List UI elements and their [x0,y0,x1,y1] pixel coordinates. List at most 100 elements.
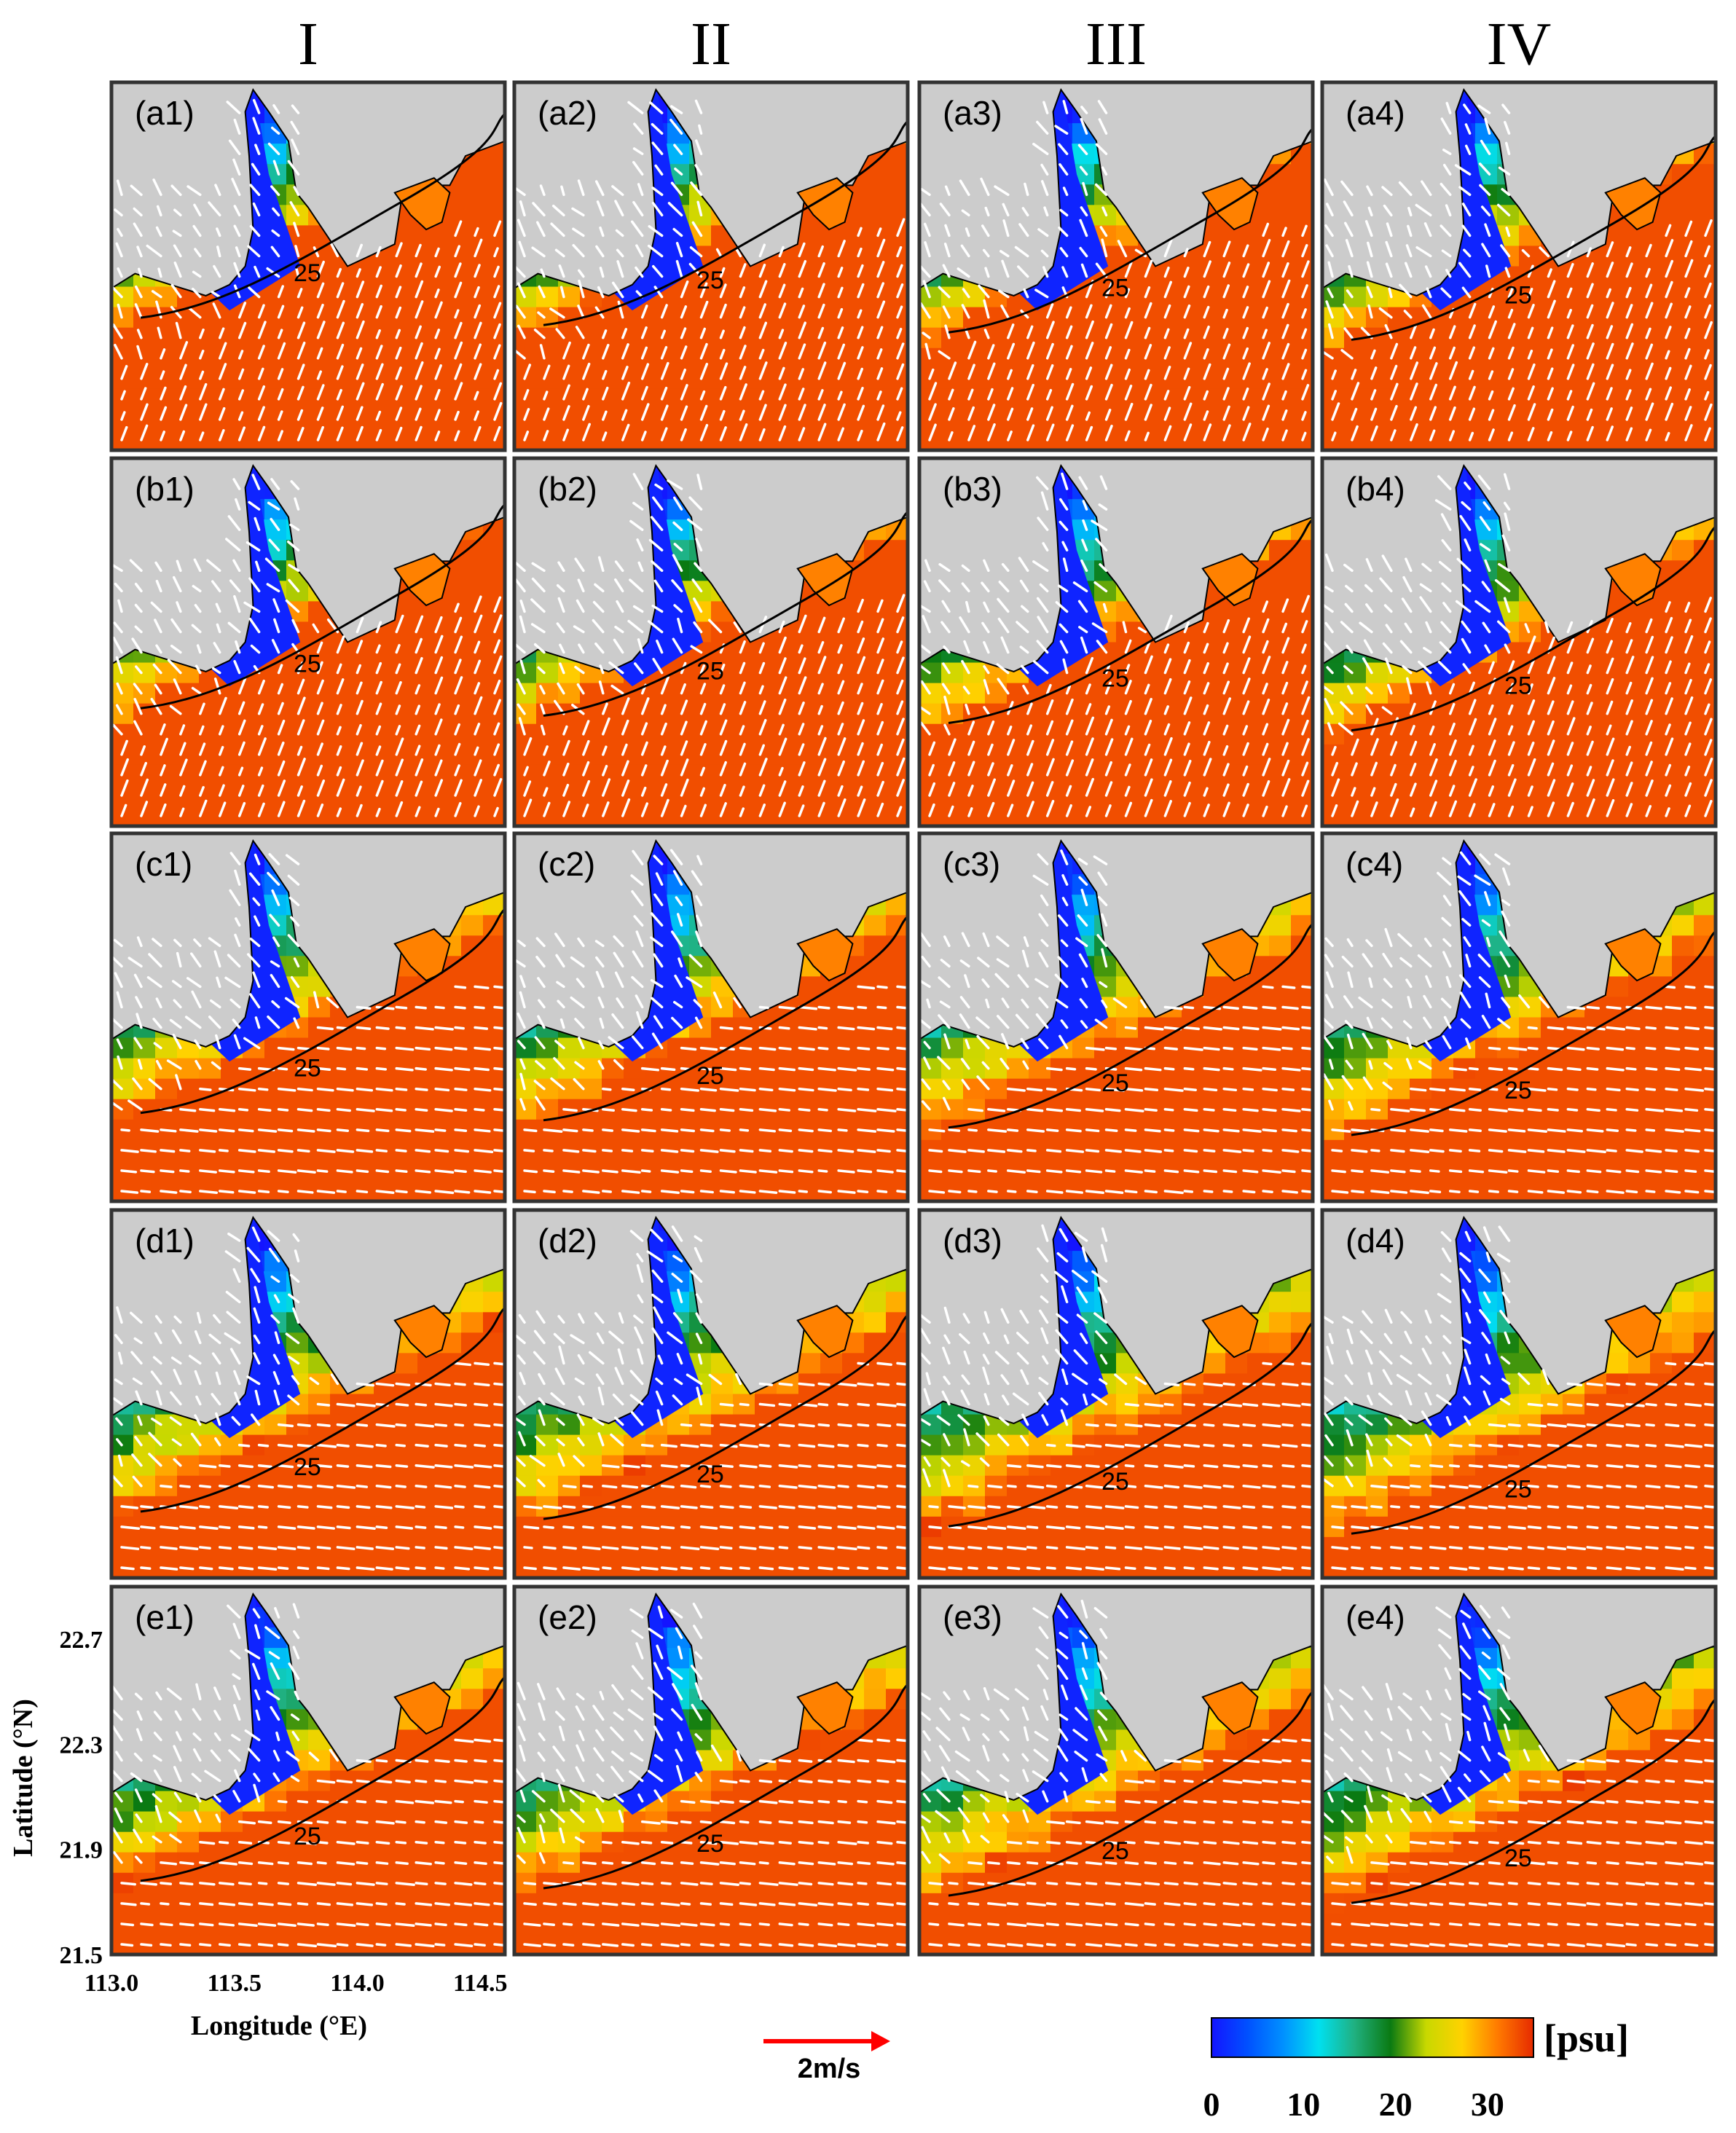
velocity-vector [896,718,905,736]
salinity-cell [798,601,821,623]
velocity-vector [1144,719,1152,736]
salinity-cell [1563,805,1585,826]
velocity-vector [474,759,482,777]
velocity-vector [675,242,683,258]
velocity-vector [922,331,931,339]
velocity-vector [1429,758,1438,777]
salinity-cell [1366,744,1389,766]
panel-b1: 25(b1) [109,456,507,828]
velocity-vector [1704,640,1711,654]
velocity-vector [948,761,956,777]
velocity-vector [213,264,221,278]
velocity-vector [1645,779,1654,797]
velocity-vector [640,741,648,756]
velocity-vector [120,739,128,756]
velocity-vector [1488,370,1494,380]
velocity-vector [1002,219,1010,237]
velocity-vector [1625,699,1633,715]
velocity-vector [233,224,241,237]
velocity-vector [1343,327,1354,339]
velocity-vector [474,410,480,421]
velocity-vector [1625,656,1635,675]
velocity-vector [1002,203,1010,217]
velocity-vector [1481,243,1491,258]
velocity-vector [1144,286,1151,299]
velocity-vector [316,804,324,817]
velocity-vector [1405,244,1413,258]
velocity-vector [680,305,688,319]
velocity-vector [193,203,202,217]
contour-25 [1351,135,1716,341]
velocity-vector [940,621,951,634]
velocity-vector [1281,302,1289,319]
velocity-vector [758,263,766,278]
velocity-vector [1026,724,1033,736]
salinity-cell [864,307,887,329]
velocity-vector [1366,286,1373,299]
velocity-vector [594,583,605,593]
velocity-vector [1043,206,1049,217]
velocity-vector [543,801,551,817]
velocity-vector [597,286,605,299]
velocity-vector [1045,699,1054,715]
velocity-vector [257,784,264,797]
velocity-vector [640,431,647,441]
salinity-cell [886,540,908,562]
velocity-vector [1625,427,1633,441]
velocity-vector [621,743,628,756]
velocity-vector [249,224,261,237]
velocity-vector [983,329,990,339]
velocity-vector [739,640,746,654]
velocity-vector [1507,704,1514,715]
velocity-vector [539,184,546,197]
velocity-vector [1007,387,1014,401]
velocity-vector [1163,780,1172,797]
velocity-vector [1036,120,1049,135]
velocity-vector [1262,329,1268,339]
salinity-cell [1475,805,1498,826]
velocity-vector [316,679,324,695]
velocity-vector [582,423,592,441]
velocity-vector [1665,784,1672,797]
velocity-vector [719,385,727,401]
velocity-vector [395,406,403,421]
velocity-vector [133,720,143,736]
panel-b4: 25(b4) [1320,456,1718,828]
velocity-vector [518,717,526,736]
velocity-vector [978,284,990,299]
velocity-vector [649,101,664,114]
velocity-vector [199,350,205,360]
salinity-cell [886,581,908,602]
velocity-vector [375,345,383,360]
velocity-vector [133,698,143,715]
velocity-vector [1684,635,1694,654]
velocity-vector [1370,801,1378,817]
velocity-vector [1468,407,1476,421]
salinity-cell [1269,388,1292,410]
velocity-vector [395,663,401,675]
velocity-vector [1463,103,1472,114]
velocity-vector [1415,203,1432,217]
velocity-vector [942,662,951,675]
velocity-vector [1462,663,1472,675]
velocity-vector [1402,576,1413,593]
velocity-vector [270,245,280,258]
velocity-vector [1093,581,1108,593]
velocity-vector [434,301,443,319]
velocity-vector [857,386,864,401]
velocity-vector [519,200,526,217]
velocity-vector [454,742,461,756]
velocity-vector [232,559,241,573]
velocity-vector [140,403,149,421]
velocity-vector [857,227,863,237]
velocity-vector [1242,306,1249,319]
velocity-vector [1104,323,1113,339]
velocity-vector [1281,262,1289,278]
velocity-vector [1344,602,1354,613]
velocity-vector [375,410,382,421]
velocity-vector [680,384,688,401]
velocity-vector [1547,348,1553,360]
salinity-cell [864,723,887,745]
velocity-vector [943,243,951,258]
velocity-vector [316,384,325,401]
